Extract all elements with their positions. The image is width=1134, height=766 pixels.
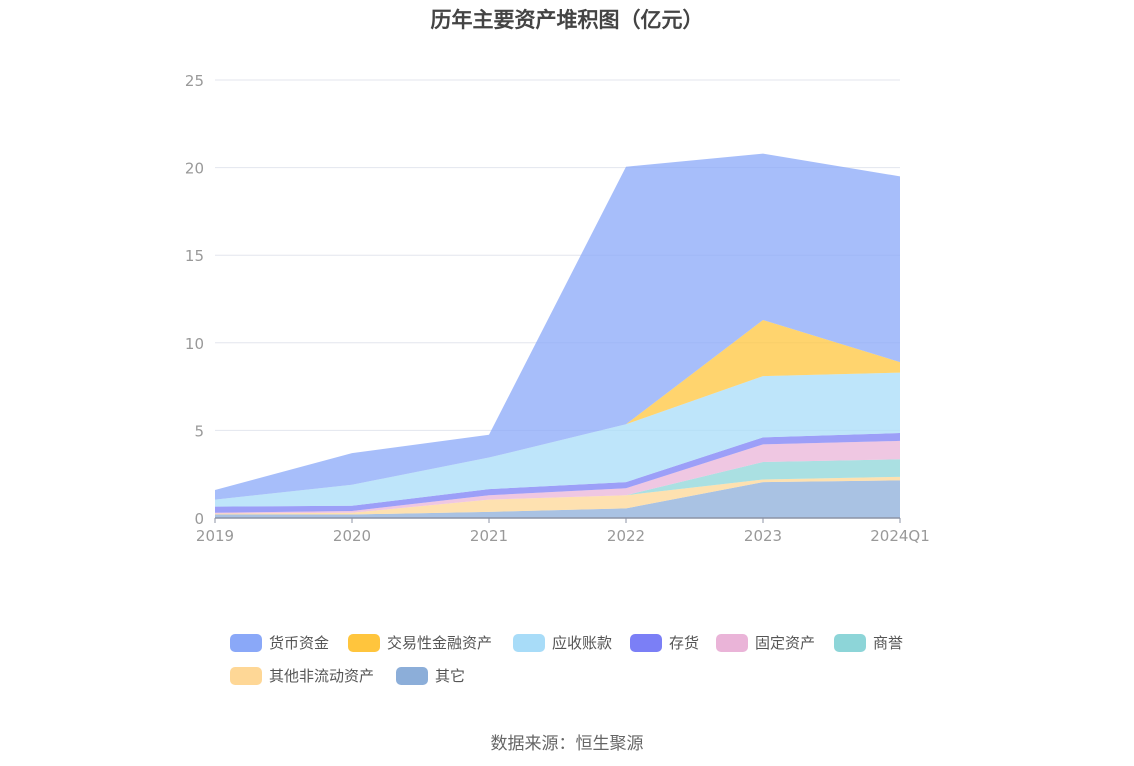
- x-tick-label: 2024Q1: [870, 527, 930, 545]
- y-tick-label: 25: [185, 72, 204, 90]
- legend-label: 其他非流动资产: [269, 667, 375, 685]
- y-tick-label: 20: [185, 160, 204, 178]
- area-series-应收账款[interactable]: [215, 372, 900, 507]
- legend-item[interactable]: 货币资金: [230, 632, 329, 653]
- legend-swatch: [230, 633, 262, 652]
- legend-swatch: [716, 633, 748, 652]
- x-tick-label: 2020: [333, 527, 371, 545]
- y-tick-label: 10: [185, 335, 204, 353]
- area-series-货币资金[interactable]: [215, 153, 900, 500]
- legend-label: 商誉: [873, 634, 904, 652]
- legend-label: 应收账款: [552, 634, 613, 652]
- legend-item[interactable]: 交易性金融资产: [348, 632, 492, 653]
- x-tick-label: 2022: [607, 527, 645, 545]
- area-series-交易性金融资产[interactable]: [215, 320, 900, 500]
- legend-label: 其它: [435, 667, 466, 685]
- legend-swatch: [630, 633, 662, 652]
- legend-swatch: [230, 666, 262, 685]
- legend-swatch: [348, 633, 380, 652]
- source-text: 数据来源：恒生聚源: [490, 734, 644, 754]
- legend-swatch: [396, 666, 428, 685]
- y-tick-label: 5: [194, 422, 204, 440]
- legend-item[interactable]: 存货: [630, 632, 699, 653]
- legend-label: 货币资金: [269, 634, 330, 652]
- axes: 0 5 10 15 20 25 2019 2020 2021 2022 2023 2024Q1: [185, 72, 930, 545]
- chart-title: 历年主要资产堆积图（亿元）: [430, 8, 704, 32]
- legend-item[interactable]: 商誉: [834, 632, 903, 653]
- legend-swatch: [513, 633, 545, 652]
- legend-item[interactable]: 其他非流动资产: [230, 665, 374, 686]
- area-series-其它[interactable]: [215, 480, 900, 518]
- legend-label: 固定资产: [755, 634, 816, 652]
- area-series-存货[interactable]: [215, 433, 900, 513]
- legend-label: 存货: [669, 634, 700, 652]
- area-series-固定资产[interactable]: [215, 440, 900, 514]
- x-tick-label: 2023: [744, 527, 782, 545]
- area-series-其他非流动资产[interactable]: [215, 476, 900, 515]
- legend-label: 交易性金融资产: [387, 634, 493, 652]
- legend-swatch: [834, 633, 866, 652]
- legend-item[interactable]: 其它: [396, 665, 465, 686]
- legend-item[interactable]: 固定资产: [716, 632, 815, 653]
- area-series: [215, 153, 900, 518]
- y-tick-label: 0: [194, 510, 204, 528]
- x-tick-label: 2021: [470, 527, 508, 545]
- area-series-商誉[interactable]: [215, 459, 900, 514]
- legend-item[interactable]: 应收账款: [513, 632, 612, 653]
- y-tick-label: 15: [185, 247, 204, 265]
- x-tick-label: 2019: [196, 527, 234, 545]
